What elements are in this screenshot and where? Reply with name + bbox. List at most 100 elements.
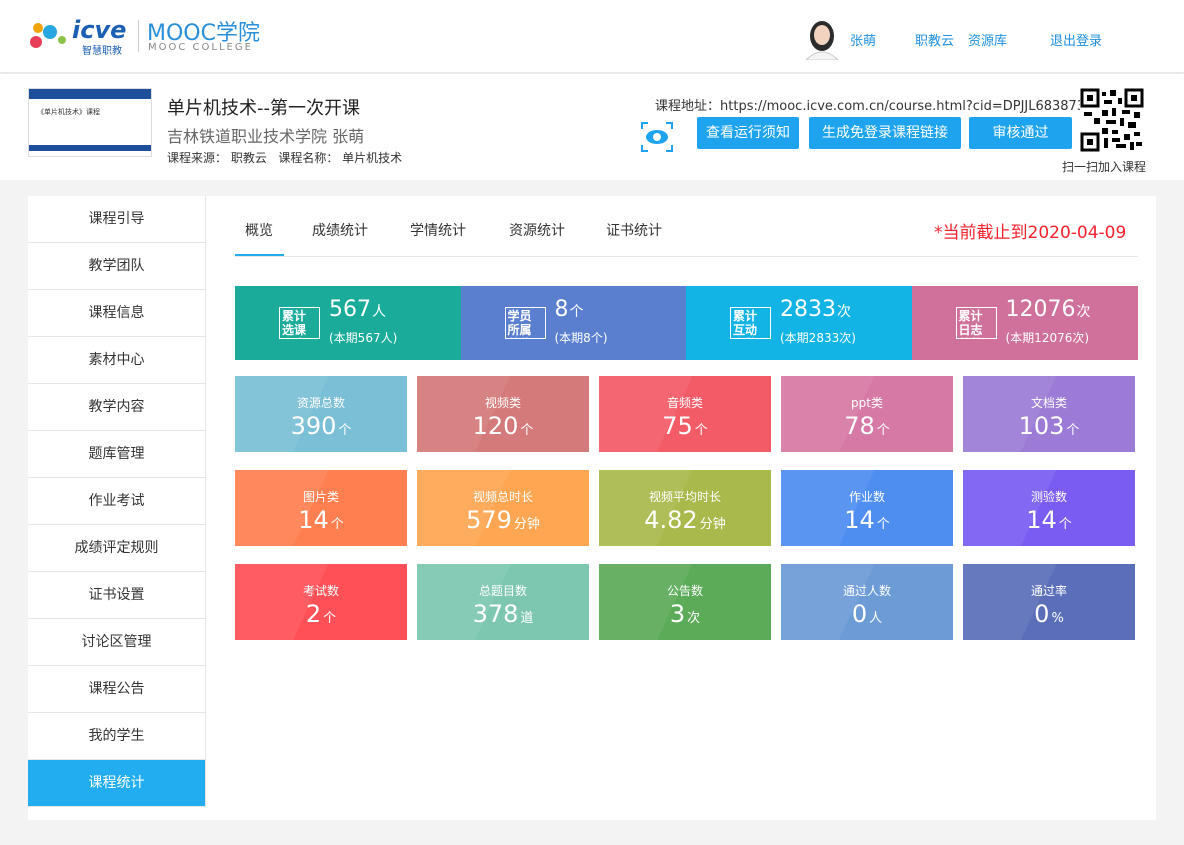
tab[interactable]: 学情统计 (410, 223, 466, 239)
stat-label: 测验数 (1030, 490, 1067, 504)
stat-unit: 个 (338, 423, 352, 438)
summary-value-line: 8个 (555, 297, 584, 322)
stat-card: 音频类 75 个 (599, 376, 771, 452)
stat-unit: 个 (520, 423, 534, 438)
sidebar-item[interactable]: 教学内容 (28, 384, 206, 431)
summary-unit: 次 (837, 304, 851, 320)
stat-unit: 人 (869, 611, 883, 626)
stat-card: 测验数 14 个 (963, 470, 1135, 546)
sidebar-item[interactable]: 作业考试 (28, 478, 206, 525)
stat-value: 14 (844, 506, 875, 534)
stat-card: 视频平均时长 4.82 分钟 (599, 470, 771, 546)
stat-unit: 次 (687, 611, 701, 626)
course-url: https://mooc.icve.com.cn/course.html?cid… (720, 99, 1086, 114)
stat-card: 考试数 2 个 (235, 564, 407, 640)
course-button[interactable]: 生成免登录课程链接 (809, 117, 961, 149)
tab[interactable]: 证书统计 (606, 223, 662, 239)
summary-value: 8 (554, 297, 569, 322)
stat-value-line: 75 个 (599, 412, 771, 440)
tab[interactable]: 资源统计 (509, 223, 565, 239)
tab[interactable]: 成绩统计 (312, 223, 368, 239)
header: icve 智慧职教 MOOC学院 MOOC COLLEGE 张萌 职教云 资源库 退… (0, 0, 1184, 72)
summary-value: 12076 (1005, 297, 1076, 322)
thumb-band (29, 89, 151, 99)
stat-unit: 道 (520, 611, 534, 626)
course-bar: 《单片机技术》课程 单片机技术--第一次开课 吉林铁道职业技术学院 张萌 课程来… (0, 74, 1184, 180)
stat-label: 通过率 (1030, 584, 1067, 598)
stat-label: ppt类 (851, 396, 883, 410)
summary-value: 567 (329, 297, 371, 322)
stat-card: ppt类 78 个 (781, 376, 953, 452)
sidebar-item[interactable]: 证书设置 (28, 572, 206, 619)
course-button[interactable]: 审核通过 (969, 117, 1072, 149)
stat-label: 作业数 (848, 490, 885, 504)
summary-label: 累计选课人次 (279, 307, 320, 339)
header-link[interactable]: 退出登录 (1050, 34, 1103, 49)
mooc-title: MOOC学院 (147, 21, 260, 46)
stat-unit: 个 (876, 423, 890, 438)
stat-value: 103 (1018, 412, 1065, 440)
stat-value: 0 (1034, 600, 1050, 628)
stat-value: 0 (851, 600, 868, 628)
summary-unit: 个 (569, 304, 584, 320)
course-name: 单片机技术 (342, 151, 403, 165)
summary-sub: (本期567人) (329, 331, 398, 345)
stat-unit: 分钟 (699, 517, 726, 532)
summary-sub: (本期12076次) (1005, 331, 1090, 345)
stat-card: 通过人数 0 人 (781, 564, 953, 640)
stat-value: 390 (290, 412, 337, 440)
sidebar-item[interactable]: 课程公告 (28, 666, 206, 713)
summary-cell: 学员所属单位 8个 (本期8个) (460, 286, 687, 360)
stat-value: 14 (1026, 506, 1057, 534)
sidebar-item[interactable]: 课程统计 (28, 760, 206, 807)
source: 职教云 (230, 151, 267, 165)
stat-value-line: 0% (963, 600, 1135, 628)
header-link[interactable]: 资源库 (968, 34, 1008, 49)
stat-value-line: 14 个 (235, 506, 407, 534)
stat-label: 视频总时长 (472, 490, 533, 504)
summary-sub: (本期2833次) (780, 331, 856, 345)
preview-icon[interactable] (640, 121, 674, 153)
tab[interactable]: 概览 (245, 223, 273, 239)
sidebar-item[interactable]: 题库管理 (28, 431, 206, 478)
stat-label: 图片类 (302, 490, 339, 504)
course-button[interactable]: 查看运行须知 (697, 117, 799, 149)
mooc-sub: MOOC COLLEGE (148, 42, 253, 53)
stat-value: 3 (669, 600, 686, 628)
source-label: 课程来源： (167, 151, 228, 165)
qr-caption: 扫一扫加入课程 (1062, 160, 1147, 174)
stat-label: 总题目数 (478, 584, 527, 598)
stat-card: 图片类 14 个 (235, 470, 407, 546)
user-name[interactable]: 张萌 (850, 34, 877, 49)
sidebar-item[interactable]: 课程信息 (28, 290, 206, 337)
sidebar-item[interactable]: 成绩评定规则 (28, 525, 206, 572)
summary-sub: (本期8个) (554, 331, 608, 345)
stat-card: 资源总数 390 个 (235, 376, 407, 452)
deadline: *当前截止到2020-04-09 (934, 223, 1127, 242)
sidebar-item[interactable]: 教学团队 (28, 243, 206, 290)
summary-unit: 次 (1076, 304, 1091, 320)
sidebar-item[interactable]: 课程引导 (28, 196, 206, 243)
summary-value-line: 2833次 (780, 297, 851, 322)
stat-label: 文档类 (1030, 396, 1067, 410)
header-link[interactable]: 职教云 (915, 34, 955, 49)
stat-value-line: 579 分钟 (417, 506, 589, 534)
summary-value-line: 567人 (329, 297, 386, 322)
summary-value: 2833 (780, 297, 836, 322)
logo-icon (30, 23, 66, 48)
stat-value-line: 378 道 (417, 600, 589, 628)
stat-value: 78 (844, 412, 875, 440)
sidebar-item[interactable]: 素材中心 (28, 337, 206, 384)
sidebar-item[interactable]: 讨论区管理 (28, 619, 206, 666)
stat-label: 音频类 (666, 396, 703, 410)
stat-unit: 个 (1066, 423, 1080, 438)
course-meta: 课程来源： 职教云 课程名称： 单片机技术 (167, 149, 402, 166)
stat-value: 120 (472, 412, 519, 440)
stat-value: 579 (466, 506, 512, 534)
brand-sub: 智慧职教 (82, 46, 122, 57)
sidebar-item[interactable]: 我的学生 (28, 713, 206, 760)
avatar[interactable] (802, 16, 842, 60)
